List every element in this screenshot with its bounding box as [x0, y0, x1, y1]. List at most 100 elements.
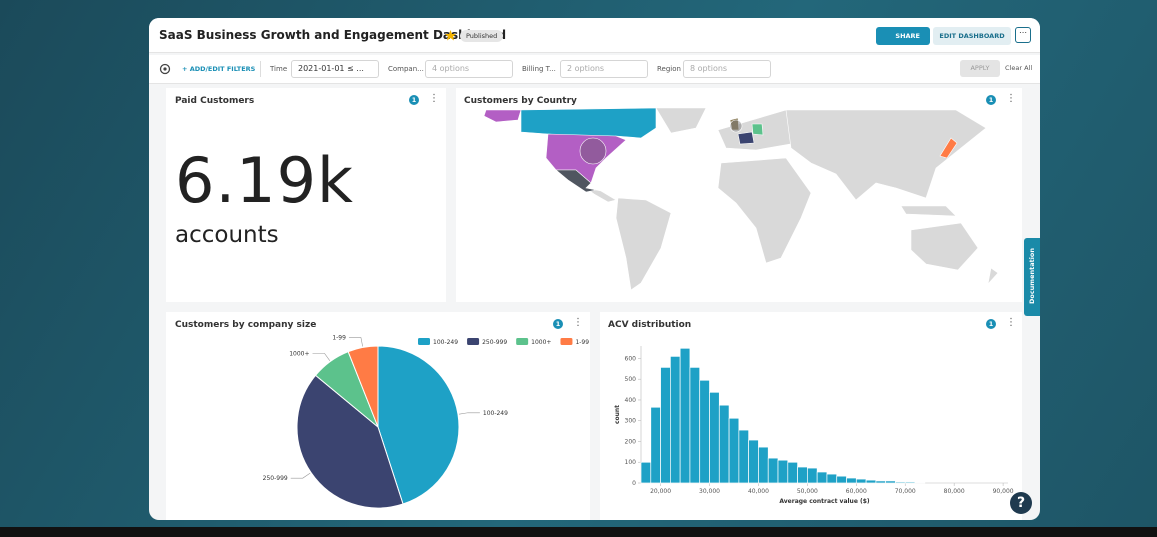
y-tick-label: 300: [625, 418, 637, 425]
histogram-bar: [748, 439, 759, 484]
histogram-bar: [865, 479, 877, 484]
y-tick-label: 600: [625, 355, 637, 362]
world-map: [483, 107, 999, 291]
dashboard-card: SaaS Business Growth and Engagement Dash…: [149, 18, 1040, 520]
histogram-bar: [904, 481, 916, 484]
leader-line: [312, 353, 331, 361]
asia: [785, 109, 987, 201]
more-button[interactable]: ⋯: [1015, 27, 1031, 43]
country-panel: Customers by Country 1 ⋮: [456, 88, 1022, 302]
edit-button[interactable]: EDIT DASHBOARD: [933, 27, 1011, 45]
apply-button[interactable]: APPLY: [960, 60, 1000, 77]
panel-menu[interactable]: ⋮: [1006, 93, 1016, 104]
histogram-bar: [787, 461, 798, 484]
histogram-bar: [846, 477, 857, 484]
panel-menu[interactable]: ⋮: [1006, 317, 1016, 328]
legend-label: 1-99: [575, 339, 589, 346]
filter-badge[interactable]: 1: [409, 95, 419, 105]
big-number-unit: accounts: [175, 222, 279, 248]
histogram-bar: [718, 404, 730, 484]
new-zealand: [987, 267, 999, 285]
histogram-bar: [709, 391, 720, 484]
x-tick-label: 20,000: [650, 488, 671, 495]
size-panel: Customers by company size 1 ⋮ 100-249 250…: [166, 312, 590, 520]
paid-panel: Paid Customers 1 ⋮ 6.19k accounts: [166, 88, 446, 302]
panel-title: Customers by company size: [175, 320, 317, 330]
filter-input[interactable]: 2021-01-01 ≤ ...: [291, 60, 379, 78]
pie-slice: [347, 345, 379, 428]
slice-label: 100-249: [483, 410, 508, 417]
x-axis-label: Average contract value ($): [779, 498, 870, 505]
x-tick-label: 80,000: [944, 488, 965, 495]
pie-slice: [377, 345, 460, 505]
filter-badge[interactable]: 1: [986, 319, 996, 329]
help-button[interactable]: ?: [1010, 492, 1032, 514]
legend-label: 250-999: [482, 339, 507, 346]
y-axis-label: count: [614, 405, 621, 424]
y-tick-label: 400: [625, 397, 637, 404]
japan: [939, 137, 958, 159]
histogram-bar: [650, 406, 661, 484]
add-filters-label: ADD/EDIT FILTERS: [189, 65, 256, 73]
country-bubble: [579, 137, 607, 165]
country-bubble: [729, 119, 743, 133]
documentation-tab[interactable]: Documentation: [1024, 238, 1040, 316]
panel-title: Customers by Country: [464, 96, 577, 106]
filter-input[interactable]: 2 options: [560, 60, 648, 78]
y-tick-label: 0: [632, 480, 636, 487]
add-filters[interactable]: + ADD/EDIT FILTERS: [182, 65, 256, 73]
x-tick-label: 30,000: [699, 488, 720, 495]
acv-panel: ACV distribution 1 ⋮ 0 100 200 300 400 500 600…: [600, 312, 1022, 520]
histogram-bar: [660, 367, 671, 484]
share-button[interactable]: SHARE: [876, 27, 930, 45]
filter-badge[interactable]: 1: [553, 319, 563, 329]
settings-icon[interactable]: [159, 63, 171, 75]
filter-badge[interactable]: 1: [986, 95, 996, 105]
panel-title: Paid Customers: [175, 96, 255, 106]
x-tick-label: 70,000: [895, 488, 916, 495]
histogram-bar: [738, 429, 750, 484]
australia: [910, 222, 979, 271]
panel-title: ACV distribution: [608, 320, 692, 330]
histogram-bar: [670, 356, 681, 484]
histogram-bar: [836, 475, 847, 484]
canada: [520, 107, 657, 139]
slice-label: 250-999: [263, 475, 288, 482]
histogram-bar: [640, 461, 652, 484]
panel-menu[interactable]: ⋮: [429, 93, 439, 104]
dashboard-title: SaaS Business Growth and Engagement Dash…: [159, 28, 507, 42]
usa: [545, 133, 627, 184]
histogram-bar: [875, 480, 887, 484]
south-america: [615, 197, 672, 291]
filter-input[interactable]: 8 options: [683, 60, 771, 78]
histogram-bar: [807, 467, 818, 484]
y-tick-label: 100: [625, 459, 637, 466]
histogram-bar: [777, 459, 789, 484]
legend-swatch: [467, 338, 480, 345]
germany: [751, 123, 764, 136]
leader-line: [458, 412, 480, 415]
filter-input[interactable]: 4 options: [425, 60, 513, 78]
pie-chart: 100-249 250-999 1000+ 1-99 100-249 250-999 100…: [263, 335, 589, 509]
histogram-bar: [689, 367, 701, 484]
histogram-bar: [728, 417, 740, 484]
filter-label: Compan...: [388, 65, 424, 73]
favorite-star[interactable]: [445, 30, 456, 41]
x-tick-label: 90,000: [993, 488, 1014, 495]
legend-swatch: [418, 338, 430, 345]
legend-label: 1000+: [531, 339, 551, 346]
histogram-bar: [826, 473, 838, 484]
pie-slice: [296, 374, 404, 509]
leader-line: [348, 337, 363, 347]
mexico: [555, 169, 597, 193]
histogram-bar: [885, 480, 896, 484]
alaska: [483, 109, 522, 123]
france: [737, 131, 755, 145]
clear-all[interactable]: Clear All: [1005, 64, 1033, 72]
panel-menu[interactable]: ⋮: [573, 317, 583, 328]
legend-swatch: [516, 338, 529, 345]
y-tick-label: 200: [625, 438, 637, 445]
histogram-bar: [699, 379, 710, 484]
histogram-bar: [816, 471, 828, 484]
